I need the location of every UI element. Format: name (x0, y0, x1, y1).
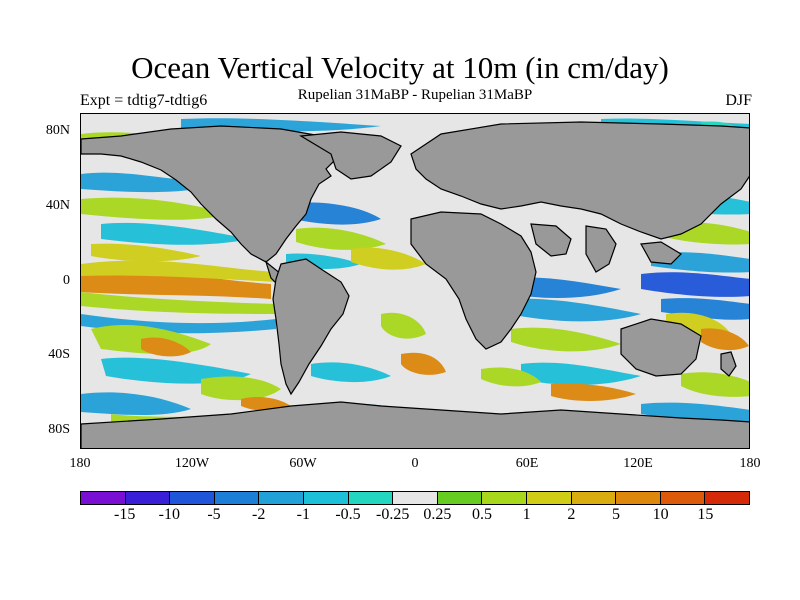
colorbar-label: 2 (567, 506, 576, 523)
colorbar-label: -1 (296, 506, 310, 523)
colorbar-label: 0.5 (472, 506, 492, 523)
map-svg (81, 114, 749, 448)
comparison-label: Rupelian 31MaBP - Rupelian 31MaBP (297, 87, 533, 103)
lon-label-0: 0 (411, 456, 419, 471)
colorbar-swatch (660, 492, 706, 504)
colorbar-label: -15 (113, 506, 136, 523)
land-se-asia (640, 241, 682, 265)
colorbar-label: -10 (158, 506, 180, 523)
colorbar-swatch (616, 492, 661, 504)
lat-label-40s: 40S (48, 347, 70, 362)
lat-label-80n: 80N (45, 123, 70, 138)
colorbar-swatch (393, 492, 438, 504)
colorbar-label: -0.5 (335, 506, 361, 523)
land-africa (410, 211, 537, 350)
colorbar-label: 10 (652, 506, 669, 523)
colorbar-swatch (303, 492, 349, 504)
colorbar-swatch (170, 492, 215, 504)
lon-label-120e: 120E (623, 456, 653, 471)
land-australia (620, 318, 702, 377)
lon-label-180e: 180 (739, 456, 761, 471)
experiment-label: Expt = tdtig7-tdtig6 (80, 92, 208, 109)
lat-label-0: 0 (63, 273, 70, 288)
colorbar-label: 5 (612, 506, 620, 523)
colorbar-label: 0.25 (423, 506, 452, 523)
land-eurasia (410, 121, 749, 240)
colorbar-swatch (259, 492, 304, 504)
land-masses (81, 121, 749, 448)
lon-label-60w: 60W (289, 456, 317, 471)
colorbar (80, 491, 750, 505)
colorbar-swatch (437, 492, 483, 504)
lon-label-60e: 60E (515, 456, 539, 471)
colorbar-swatch (482, 492, 527, 504)
map-title: Ocean Vertical Velocity at 10m (in cm/da… (131, 50, 669, 85)
colorbar-label: 1 (522, 506, 531, 523)
colorbar-swatch (526, 492, 572, 504)
colorbar-swatch (214, 492, 260, 504)
colorbar-label: -5 (207, 506, 221, 523)
lat-label-80s: 80S (48, 422, 70, 437)
colorbar-swatch (348, 492, 394, 504)
colorbar-label: -0.25 (375, 506, 410, 523)
colorbar-swatch (571, 492, 617, 504)
map-panel[interactable] (80, 113, 750, 449)
land-south-america (272, 258, 350, 396)
colorbar-swatch (705, 492, 749, 504)
colorbar-label: 15 (697, 506, 714, 523)
season-label: DJF (725, 92, 752, 109)
colorbar-label: -2 (251, 506, 266, 523)
land-greenland (299, 131, 402, 180)
land-antarctica (81, 401, 749, 448)
land-arabia (530, 223, 572, 257)
land-new-zealand (720, 351, 737, 377)
colorbar-swatch (81, 492, 126, 504)
lon-label-180w: 180 (69, 456, 91, 471)
land-india (585, 225, 617, 273)
colorbar-swatch (125, 492, 171, 504)
lon-label-120w: 120W (174, 456, 210, 471)
lat-label-40n: 40N (45, 198, 70, 213)
